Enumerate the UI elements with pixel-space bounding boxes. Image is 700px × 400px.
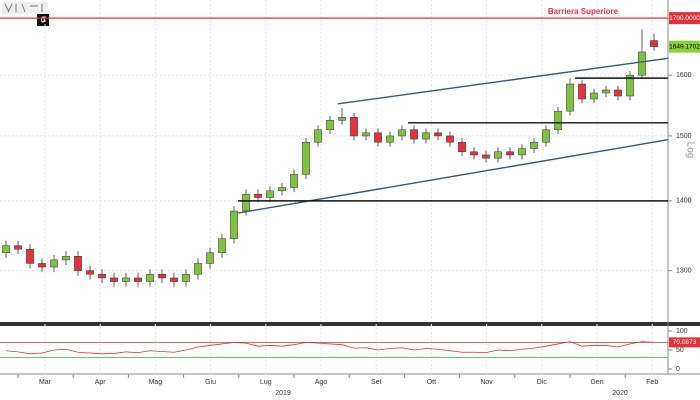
candle-body [614, 89, 622, 97]
barrier-tag [669, 12, 700, 25]
toolbar: 0 [2, 2, 49, 26]
candle-body [542, 129, 550, 143]
candle-body [350, 117, 358, 137]
candle-body [650, 40, 658, 47]
x-tick-label: Apr [95, 379, 107, 386]
toolbar-glyphs [4, 3, 43, 13]
candle-body [74, 256, 82, 271]
candle-body [374, 132, 382, 143]
candle-body [290, 174, 298, 188]
last-price-label: 1649.1702 [669, 43, 700, 50]
x-tick-label: Ott [427, 379, 436, 386]
trend-line [337, 57, 669, 105]
y-tick-label: 100 [676, 328, 688, 335]
candle-body [2, 245, 10, 253]
scale-label: Log [684, 142, 695, 159]
candle-body [626, 74, 634, 97]
candle-body [470, 151, 478, 156]
candle-body [518, 148, 526, 156]
x-tick-label: Mag [149, 379, 163, 386]
candle-body [554, 110, 562, 130]
candle-body [482, 154, 490, 159]
candle-body [230, 210, 238, 239]
year-label: 2020 [612, 390, 628, 397]
candle-body [590, 92, 598, 100]
x-tick-label: Mar [39, 379, 52, 386]
candle-body [362, 132, 370, 137]
zero-label: 0 [41, 16, 46, 25]
y-tick-label: 1600 [676, 72, 692, 79]
candle-body [278, 187, 286, 192]
candle-body [302, 141, 310, 175]
candle-body [182, 274, 190, 282]
candle-body [110, 277, 118, 282]
candle-body [122, 277, 130, 282]
candle-body [578, 83, 586, 100]
candle-body [434, 132, 442, 137]
candle-body [134, 277, 142, 282]
candle-body [338, 117, 346, 121]
candle-body [638, 51, 646, 76]
candle-body [218, 238, 226, 253]
candle-body [398, 129, 406, 137]
x-tick-label: Set [371, 379, 382, 386]
candle-body [38, 263, 46, 268]
candle-body [602, 89, 610, 94]
candle-body [98, 274, 106, 279]
x-tick-label: Giu [205, 379, 216, 386]
candle-body [326, 120, 334, 130]
candle-body [494, 151, 502, 159]
x-tick-label: Lug [260, 379, 272, 386]
candle-body [506, 151, 514, 156]
rsi-line [5, 341, 655, 355]
candle-body [386, 135, 394, 143]
y-tick-label: 0 [676, 366, 680, 373]
x-tick-label: Ago [315, 379, 328, 386]
candle-body [566, 83, 574, 112]
x-tick-label: Gen [590, 379, 603, 386]
candle-body [194, 263, 202, 275]
candle-body [86, 270, 94, 275]
y-tick-label: 1400 [676, 198, 692, 205]
last-price-tag [669, 40, 700, 53]
barrier-label: 1700.0000 [669, 15, 700, 22]
panel-separator [0, 322, 700, 326]
candle-body [26, 248, 34, 264]
candle-body [446, 135, 454, 143]
candle-body [242, 193, 250, 212]
candle-body [530, 141, 538, 149]
candle-body [50, 259, 58, 268]
candle-body [458, 141, 466, 153]
y-tick-label: 50 [676, 347, 684, 354]
candle-body [14, 245, 22, 250]
x-tick-label: Nov [480, 379, 493, 386]
y-tick-label: 1300 [676, 267, 692, 274]
candle-body [146, 274, 154, 282]
x-tick-label: Dic [537, 379, 548, 386]
x-tick-label: Feb [646, 379, 658, 386]
candle-body [170, 277, 178, 282]
y-tick-label: 1500 [676, 133, 692, 140]
candle-body [158, 274, 166, 279]
toolbar-icons[interactable] [2, 2, 48, 14]
candle-body [422, 132, 430, 140]
year-label: 2019 [275, 390, 291, 397]
candle-body [410, 129, 418, 140]
candle-body [206, 252, 214, 264]
candle-body [62, 256, 70, 261]
rsi-tag [669, 337, 700, 348]
candle-body [314, 129, 322, 143]
candle-body [254, 193, 262, 198]
rsi-label: 70.0873 [673, 339, 697, 346]
zero-box[interactable] [37, 14, 49, 26]
barrier-name: Barriera Superiore [548, 7, 619, 16]
candle-body [266, 190, 274, 198]
